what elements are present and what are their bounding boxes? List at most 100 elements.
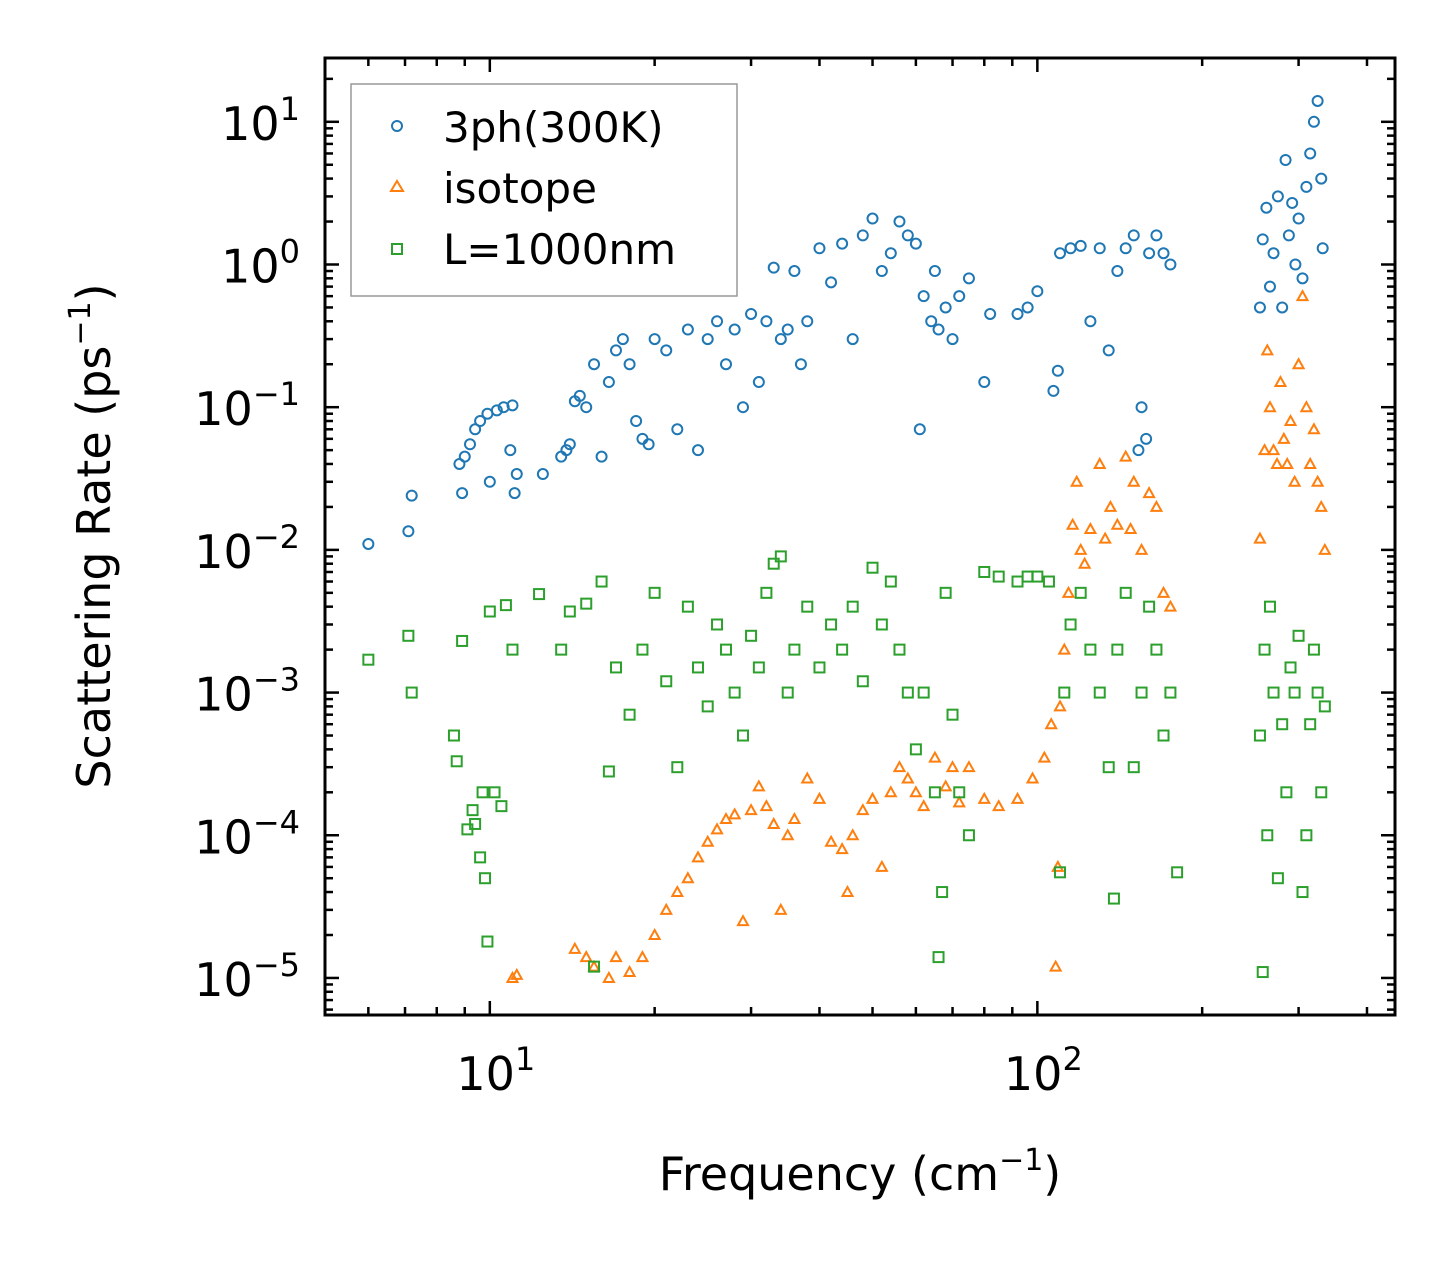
data-point [1307,115,1320,128]
data-point [1307,643,1320,656]
data-point [875,859,889,872]
data-point [875,265,888,278]
data-point [1156,585,1171,598]
x-tick-label: 101 [456,1040,535,1101]
data-point [1277,431,1291,444]
data-point [616,333,629,346]
data-point [781,686,794,699]
data-point [846,333,859,346]
data-point [681,871,695,884]
data-point [456,634,469,647]
data-point [1260,343,1274,356]
data-point [1021,301,1034,314]
data-point [866,561,879,574]
data-point [1142,486,1156,499]
data-point [609,661,622,674]
data-point [568,941,582,954]
data-point [767,816,781,829]
data-point [1143,600,1156,613]
data-point [727,807,742,820]
data-point [1258,643,1271,656]
data-point [774,333,787,346]
data-point [946,708,959,721]
data-point [1318,542,1332,555]
data-point [928,750,942,763]
data-point [711,315,724,328]
data-point [939,586,952,599]
data-point [659,902,673,915]
data-point [1047,384,1060,397]
data-point [1119,449,1133,462]
y-tick-label: 100 [221,232,300,293]
data-point [1314,499,1328,512]
y-axis-title-main: Scattering Rate (ps [67,346,121,789]
data-point [622,964,637,978]
data-point [1282,229,1295,242]
data-point [1093,456,1107,469]
data-point [901,229,914,242]
data-point [555,643,568,656]
data-point [1304,718,1317,731]
data-point [701,834,715,847]
legend-label-boundary: L=1000nm [443,225,676,274]
data-point [866,212,879,225]
data-point [932,323,945,336]
data-point [788,265,801,278]
data-point [595,575,608,588]
data-point [856,675,869,688]
data-point [767,261,780,274]
y-tick-label: 10−5 [194,946,300,1007]
data-point [781,323,794,336]
data-point [642,438,655,451]
data-point [563,438,576,451]
data-point [1256,233,1269,246]
data-point [533,588,546,601]
data-point [1074,239,1087,252]
data-point [474,415,487,428]
data-point [405,489,418,502]
data-point [1163,599,1178,612]
data-point [938,779,953,792]
data-point [711,618,724,631]
data-point [450,755,463,768]
data-point [939,301,952,314]
data-point [928,265,941,278]
data-point [1315,172,1328,185]
data-point [728,323,741,336]
data-point [1074,586,1087,599]
data-point [483,475,496,488]
data-point [362,537,375,550]
data-point [1010,791,1025,804]
data-point [483,605,496,618]
data-point [1150,229,1163,242]
data-point [1257,443,1272,456]
data-point [1303,456,1317,469]
data-point [701,700,714,713]
data-point [1270,456,1284,469]
data-point [1289,258,1302,271]
data-point [977,791,991,804]
data-point [506,399,519,412]
legend-marker-3ph [391,120,403,132]
data-point [1025,771,1040,784]
data-point [1054,866,1067,879]
data-point [495,800,508,813]
data-point [1070,474,1084,487]
data-point [701,333,714,346]
data-point [962,829,975,842]
data-point [1057,642,1071,655]
data-point [402,525,415,538]
y-tick-label: 10−1 [194,375,300,436]
data-point [1164,258,1177,271]
data-point [1263,400,1277,413]
data-point [745,307,758,320]
legend-marker-boundary [391,243,403,255]
data-point [636,643,649,656]
data-point [1132,444,1145,457]
y-tick-label: 10−4 [194,803,300,864]
data-point [508,487,521,500]
data-point [1288,686,1301,699]
x-tick-label: 102 [1004,1040,1083,1101]
data-point [609,344,622,357]
data-point [745,629,758,642]
